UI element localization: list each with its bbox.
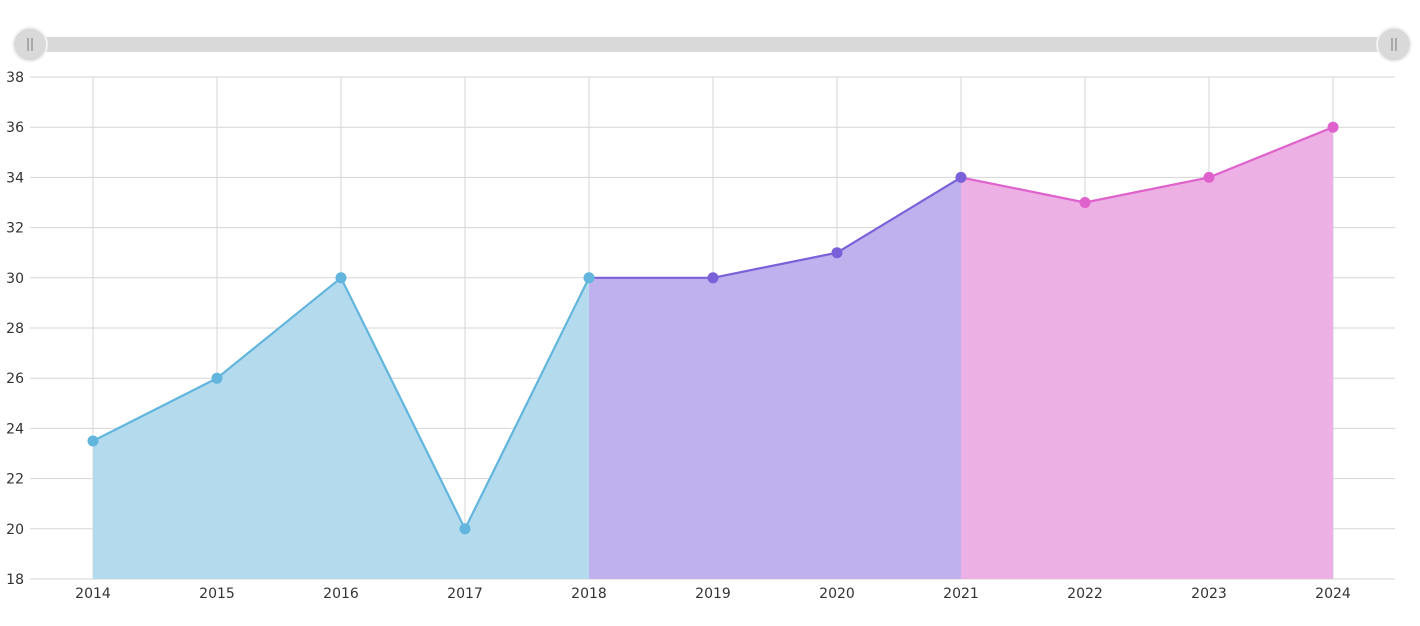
x-tick-label: 2015 <box>199 586 235 602</box>
x-axis: 2014 2015 2016 2017 2018 2019 2020 2021 2022 2023… <box>75 586 1351 602</box>
x-tick-label: 2020 <box>819 586 855 602</box>
data-point <box>335 272 347 284</box>
y-tick-label: 34 <box>6 170 24 186</box>
x-tick-label: 2014 <box>75 586 111 602</box>
area-segment <box>93 277 589 579</box>
y-axis: 18 20 22 24 26 28 30 32 34 36 38 <box>6 70 24 588</box>
scrollbar-start-grip[interactable] <box>12 26 48 63</box>
area-segment <box>589 177 961 579</box>
y-tick-label: 20 <box>6 522 24 538</box>
data-point <box>1327 121 1339 133</box>
y-tick-label: 36 <box>6 120 24 136</box>
data-point <box>1079 197 1091 208</box>
y-tick-label: 32 <box>6 221 24 237</box>
x-tick-label: 2024 <box>1315 586 1351 602</box>
range-scrollbar[interactable] <box>12 26 1412 63</box>
series-line <box>960 126 1334 204</box>
data-points <box>87 121 1339 535</box>
y-tick-label: 26 <box>6 371 24 387</box>
series-line <box>589 176 962 279</box>
scrollbar-end-grip[interactable] <box>1376 26 1412 63</box>
data-point <box>707 272 719 284</box>
y-tick-label: 24 <box>6 421 24 437</box>
x-tick-label: 2021 <box>943 586 979 602</box>
y-tick-label: 38 <box>6 70 24 86</box>
data-point <box>955 171 967 183</box>
data-point <box>1203 171 1215 183</box>
x-tick-label: 2018 <box>571 586 607 602</box>
data-point <box>583 272 595 284</box>
area-segment <box>961 127 1333 579</box>
x-tick-label: 2023 <box>1191 586 1227 602</box>
y-tick-label: 22 <box>6 472 24 488</box>
y-tick-label: 28 <box>6 321 24 337</box>
data-point <box>831 247 843 259</box>
x-tick-label: 2022 <box>1067 586 1103 602</box>
scrollbar-track[interactable] <box>30 37 1395 52</box>
data-point <box>211 372 223 384</box>
y-tick-label: 30 <box>6 271 24 287</box>
y-tick-label: 18 <box>6 572 24 588</box>
x-tick-label: 2017 <box>447 586 483 602</box>
data-point <box>87 435 99 447</box>
x-tick-label: 2019 <box>695 586 731 602</box>
data-point <box>459 523 471 535</box>
x-tick-label: 2016 <box>323 586 359 602</box>
